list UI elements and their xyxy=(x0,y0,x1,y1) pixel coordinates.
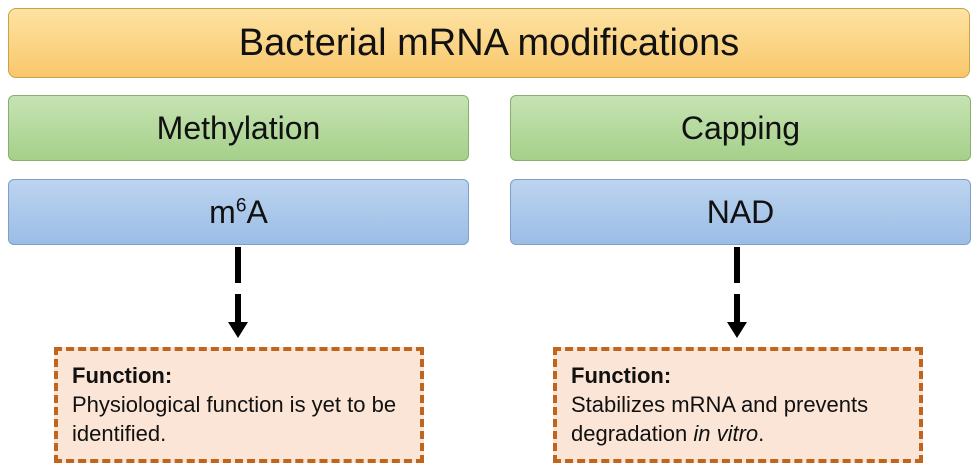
diagram-title-text: Bacterial mRNA modifications xyxy=(238,21,740,64)
nad-label: NAD xyxy=(706,193,775,230)
capping-label: Capping xyxy=(680,109,801,146)
methylation-box: Methylation xyxy=(8,95,469,161)
capping-box: Capping xyxy=(510,95,971,161)
m6a-rest: A xyxy=(246,193,268,230)
function-text-main: Stabilizes mRNA and prevents degradation xyxy=(571,392,869,446)
m6a-superscript: 6 xyxy=(235,194,247,216)
methylation-function-box: Function: Physiological function is yet … xyxy=(54,347,424,463)
right-arrow xyxy=(727,247,747,338)
function-text: Stabilizes mRNA and prevents degradation… xyxy=(571,390,905,448)
diagram-title: Bacterial mRNA modifications xyxy=(8,8,970,78)
left-arrow xyxy=(228,247,248,338)
capping-function-box: Function: Stabilizes mRNA and prevents d… xyxy=(553,347,923,463)
function-text: Physiological function is yet to be iden… xyxy=(72,392,397,446)
function-text-italic: in vitro xyxy=(693,421,759,446)
function-label: Function: xyxy=(72,363,173,388)
nad-box: NAD xyxy=(510,179,971,245)
m6a-label: m6A xyxy=(209,194,268,231)
function-label: Function: xyxy=(571,363,672,388)
function-text-end: . xyxy=(758,421,765,446)
methylation-label: Methylation xyxy=(156,109,321,146)
m6a-base: m xyxy=(209,193,236,230)
m6a-box: m6A xyxy=(8,179,469,245)
